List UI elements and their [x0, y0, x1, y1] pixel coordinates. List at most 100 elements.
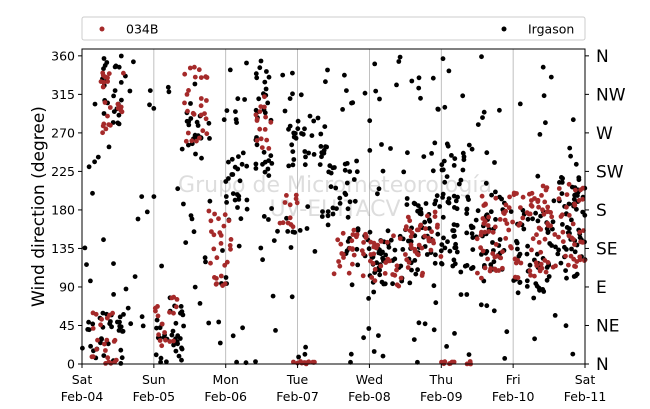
scatter-point — [571, 256, 577, 262]
scatter-point — [556, 247, 561, 253]
scatter-point — [560, 222, 565, 227]
scatter-point — [286, 163, 292, 169]
scatter-point — [98, 79, 104, 84]
scatter-point — [423, 201, 429, 206]
scatter-point — [113, 63, 119, 69]
scatter-point — [224, 108, 230, 113]
scatter-point — [442, 179, 448, 185]
scatter-point — [105, 79, 110, 84]
scatter-point — [428, 247, 434, 253]
scatter-point — [430, 168, 436, 174]
scatter-point — [120, 328, 126, 334]
scatter-point — [361, 240, 366, 245]
scatter-point — [386, 244, 392, 250]
scatter-point — [295, 118, 301, 124]
scatter-point — [290, 91, 295, 97]
scatter-point — [354, 234, 359, 240]
scatter-point — [548, 74, 554, 80]
scatter-point — [545, 229, 551, 235]
scatter-point — [337, 263, 343, 269]
scatter-point — [525, 243, 530, 249]
scatter-point — [139, 194, 145, 200]
scatter-point — [451, 163, 457, 168]
scatter-point — [385, 228, 391, 234]
scatter-point — [331, 271, 337, 277]
scatter-point — [527, 191, 532, 197]
scatter-point — [527, 268, 533, 274]
scatter-point — [572, 242, 577, 247]
scatter-point — [383, 252, 388, 258]
scatter-point — [535, 199, 541, 205]
scatter-point — [169, 295, 175, 301]
scatter-point — [564, 192, 570, 198]
scatter-point — [101, 56, 107, 61]
scatter-point — [217, 340, 223, 346]
scatter-point — [185, 108, 190, 114]
scatter-point — [451, 193, 457, 199]
scatter-point — [534, 283, 540, 289]
scatter-point — [101, 111, 107, 116]
scatter-point — [515, 275, 521, 281]
scatter-point — [446, 196, 452, 202]
scatter-point — [470, 235, 476, 241]
scatter-point — [404, 196, 410, 201]
scatter-point — [127, 88, 133, 94]
scatter-point — [482, 265, 488, 271]
scatter-point — [446, 200, 452, 206]
scatter-point — [376, 333, 381, 338]
scatter-point — [260, 257, 265, 263]
scatter-point — [206, 320, 212, 326]
scatter-point — [480, 248, 486, 254]
scatter-point — [416, 227, 421, 233]
scatter-point — [183, 138, 189, 144]
scatter-point — [539, 193, 544, 198]
scatter-point — [100, 310, 106, 316]
scatter-point — [90, 310, 96, 316]
scatter-point — [493, 189, 498, 195]
scatter-point — [479, 229, 484, 235]
scatter-point — [190, 110, 196, 116]
scatter-point — [503, 202, 509, 208]
scatter-point — [441, 235, 446, 241]
scatter-point — [543, 187, 549, 193]
scatter-point — [224, 200, 230, 205]
scatter-point — [198, 96, 204, 101]
series-irgason — [80, 53, 588, 366]
scatter-point — [121, 312, 126, 317]
scatter-point — [355, 262, 361, 268]
scatter-point — [261, 214, 267, 219]
scatter-point — [464, 206, 470, 212]
scatter-point — [500, 265, 505, 271]
scatter-point — [151, 106, 157, 111]
scatter-point — [84, 262, 89, 267]
scatter-point — [266, 173, 272, 179]
scatter-point — [112, 88, 118, 93]
scatter-point — [159, 343, 165, 349]
scatter-point — [547, 241, 553, 246]
scatter-point — [312, 249, 318, 254]
scatter-point — [548, 210, 553, 215]
scatter-point — [236, 243, 242, 249]
scatter-point — [412, 258, 418, 263]
scatter-point — [376, 250, 382, 256]
scatter-point — [211, 246, 217, 252]
scatter-point — [85, 327, 91, 332]
scatter-point — [107, 312, 112, 318]
scatter-point — [380, 353, 386, 359]
scatter-point — [325, 209, 331, 215]
scatter-point — [514, 240, 520, 246]
scatter-point — [577, 235, 583, 241]
scatter-point — [406, 260, 412, 265]
scatter-point — [325, 222, 331, 228]
scatter-point — [371, 289, 377, 295]
scatter-point — [117, 323, 123, 329]
scatter-point — [350, 232, 356, 238]
scatter-point — [338, 241, 344, 247]
scatter-point — [237, 178, 243, 184]
scatter-point — [540, 207, 545, 213]
scatter-point — [258, 58, 264, 64]
scatter-point — [440, 214, 446, 220]
scatter-point — [167, 309, 172, 315]
scatter-point — [254, 118, 260, 123]
scatter-point — [385, 256, 391, 262]
